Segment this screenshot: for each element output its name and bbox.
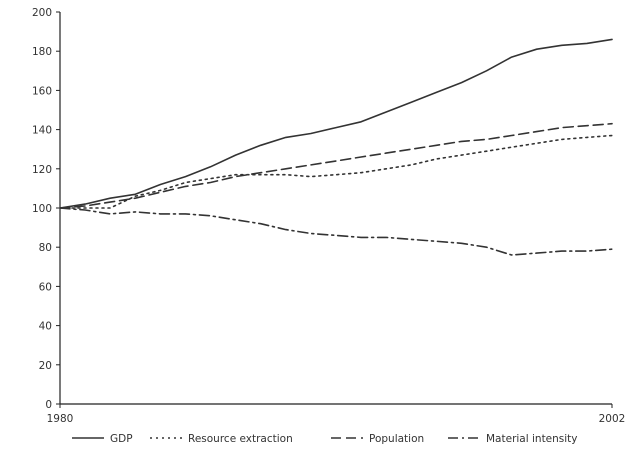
series-line-resource-extraction: [59, 134, 613, 209]
axes: 0 20 40 60 80 100 120 140 160 180 200 1980 2002: [32, 7, 625, 425]
y-tick-label: 80: [39, 242, 52, 254]
y-tick-label: 120: [32, 164, 52, 176]
x-tick-label: 1980: [47, 413, 74, 425]
legend-label: Resource extraction: [188, 433, 293, 445]
legend-label: GDP: [110, 433, 133, 445]
series-line-gdp: [59, 38, 613, 209]
legend-label: Material intensity: [486, 433, 578, 445]
y-tick-label: 0: [45, 399, 52, 411]
y-tick-label: 180: [32, 46, 52, 58]
legend-label: Population: [369, 433, 424, 445]
x-tick-label: 2002: [599, 413, 626, 425]
y-tick-label: 100: [32, 203, 52, 215]
legend: GDP Resource extraction Population Material…: [72, 433, 578, 445]
series-line-material-intensity: [59, 207, 613, 256]
y-tick-label: 200: [32, 7, 52, 19]
series-line-population: [59, 122, 613, 209]
y-tick-label: 20: [39, 360, 52, 372]
series-lines: [59, 38, 613, 256]
y-tick-label: 40: [39, 321, 52, 333]
y-tick-label: 60: [39, 281, 52, 293]
y-tick-label: 160: [32, 85, 52, 97]
y-tick-label: 140: [32, 125, 52, 137]
